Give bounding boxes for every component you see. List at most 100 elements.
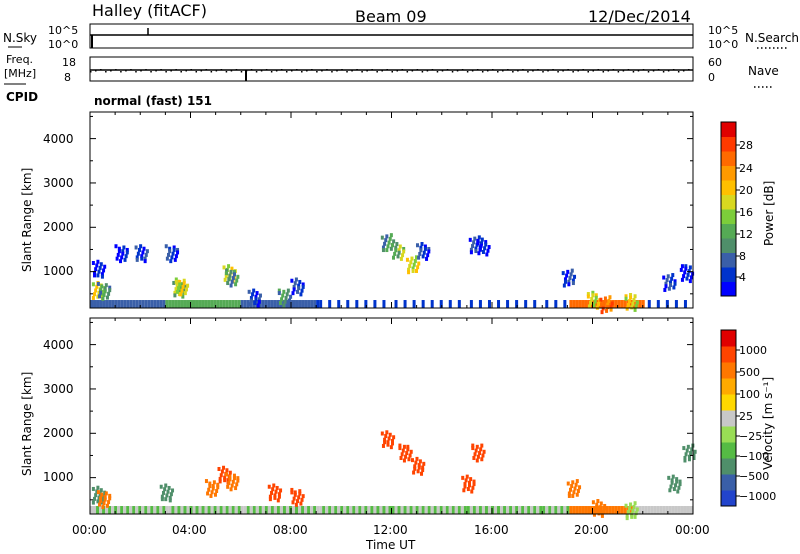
power-echo-cell <box>95 284 99 289</box>
power-echo-cell <box>607 298 611 303</box>
ground-scatter-cell <box>195 300 199 308</box>
velocity-echo-cell <box>635 507 639 512</box>
power-echo-cell <box>235 278 239 283</box>
colorbar-tick-label: 1000 <box>739 344 767 357</box>
ground-scatter-cell <box>117 506 121 514</box>
ground-scatter-cell <box>228 300 232 308</box>
power-echo-cell <box>684 264 688 269</box>
ground-scatter-cell <box>168 300 172 308</box>
power-echo-cell <box>413 259 417 264</box>
nave-dot <box>567 69 569 71</box>
velocity-echo-cell <box>99 496 103 501</box>
ground-scatter-cell <box>665 300 669 308</box>
ground-scatter-cell <box>105 300 109 308</box>
power-echo-cell <box>414 268 418 273</box>
ground-scatter-cell <box>599 300 603 308</box>
velocity-echo-cell <box>569 487 573 492</box>
power-echo-cell <box>383 241 387 246</box>
power-echo-cell <box>144 252 148 257</box>
velocity-echo-cell <box>228 477 232 482</box>
power-echo-cell <box>416 265 420 270</box>
ground-scatter-cell <box>201 300 205 308</box>
ground-scatter-cell <box>129 506 133 514</box>
ground-scatter-cell <box>370 506 374 514</box>
ground-scatter-cell <box>430 506 434 514</box>
velocity-echo-cell <box>108 496 112 501</box>
ground-scatter-cell <box>343 506 347 514</box>
power-echo-cell <box>561 271 565 276</box>
ground-scatter-cell <box>210 506 214 514</box>
ground-scatter-cell <box>102 300 106 308</box>
power-echo-cell <box>476 238 480 243</box>
xtick-label-1600: 16:00 <box>474 523 509 537</box>
velocity-echo-cell <box>469 477 473 482</box>
nave-dot <box>572 71 574 73</box>
ground-scatter-cell <box>222 506 226 514</box>
ground-scatter-cell <box>186 506 190 514</box>
velocity-echo-cell <box>165 493 169 498</box>
velocity-echo-cell <box>220 469 224 474</box>
nave-dot <box>120 71 122 73</box>
xtick-label-2000: 20:00 <box>574 523 609 537</box>
power-echo-cell <box>386 244 390 249</box>
power-echo-cell <box>397 250 401 255</box>
velocity-echo-cell <box>598 507 602 512</box>
velocity-echo-cell <box>674 483 678 488</box>
colorbar-tick-label: 25 <box>739 410 753 423</box>
velocity-echo-cell <box>478 451 482 456</box>
power-echo-cell <box>135 257 139 262</box>
velocity-echo-cell <box>476 454 480 459</box>
power-echo-cell <box>390 243 394 248</box>
ground-scatter-cell <box>569 300 573 308</box>
colorbar-cell <box>721 136 736 152</box>
velocity-echo-cell <box>470 489 474 494</box>
nave-label: Nave <box>748 64 779 78</box>
nave-dot <box>512 71 514 73</box>
velocity-echo-cell <box>228 470 232 475</box>
ground-scatter-cell <box>180 506 184 514</box>
ground-scatter-cell <box>183 506 187 514</box>
velocity-echo-cell <box>689 451 693 456</box>
power-echo-cell <box>609 305 613 310</box>
power-echo-cell <box>665 278 669 283</box>
velocity-echo-cell <box>401 448 405 453</box>
velocity-echo-cell <box>91 500 95 505</box>
velocity-echo-cell <box>482 449 486 454</box>
power-echo-cell <box>108 288 112 293</box>
ground-scatter-cell <box>662 506 666 514</box>
power-echo-cell <box>165 256 169 261</box>
velocity-echo-cell <box>234 486 238 491</box>
power-echo-cell <box>91 282 95 287</box>
ground-scatter-cell <box>177 300 181 308</box>
ground-scatter-cell <box>472 506 476 514</box>
power-echo-cell <box>175 283 179 288</box>
velocity-echo-cell <box>226 478 230 483</box>
ground-scatter-cell <box>276 300 280 308</box>
velocity-tick-label-3000: 3000 <box>43 382 74 396</box>
power-echo-cell <box>402 249 406 254</box>
power-echo-cell <box>425 256 429 261</box>
ground-scatter-cell <box>261 300 265 308</box>
velocity-echo-cell <box>160 494 164 499</box>
power-echo-cell <box>666 274 670 279</box>
power-colorbar-cells <box>721 122 736 297</box>
power-echo-cell <box>409 260 413 265</box>
velocity-echo-cell <box>104 491 108 496</box>
velocity-echo-cell <box>420 471 424 476</box>
power-echo-cell <box>125 250 129 255</box>
power-echo-cell <box>389 233 393 238</box>
colorbar-tick-label: 100 <box>739 388 760 401</box>
velocity-echo-cell <box>291 500 295 505</box>
velocity-echo-cell <box>169 492 173 497</box>
nave-dot <box>401 69 404 71</box>
power-echo-cell <box>287 298 291 303</box>
power-echo-cell <box>251 292 255 297</box>
velocity-echo-cell <box>567 493 571 498</box>
velocity-echo-cell <box>100 498 104 503</box>
ground-scatter-cell <box>509 506 513 514</box>
velocity-echo-cell <box>624 503 628 508</box>
power-echo-cell <box>420 242 424 247</box>
power-echo-cell <box>222 265 226 270</box>
power-echo-cell <box>483 246 487 251</box>
